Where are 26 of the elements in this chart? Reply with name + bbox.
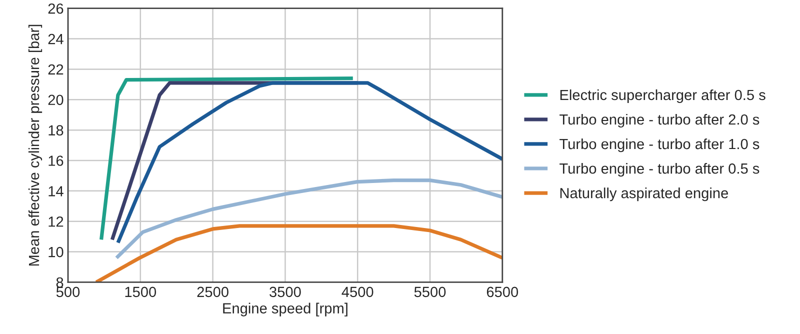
y-tick-label: 20 xyxy=(48,94,64,106)
x-tick-label: 500 xyxy=(56,286,80,298)
line-series xyxy=(114,178,502,260)
y-axis-title: Mean effective cylinder pressure [bar] xyxy=(28,24,42,266)
y-tick-label: 24 xyxy=(48,34,64,44)
legend-label: Electric supercharger after 0.5 s xyxy=(560,89,766,104)
line-series xyxy=(116,81,502,244)
x-tick-label: 4500 xyxy=(342,286,374,298)
x-tick-label: 1500 xyxy=(125,286,156,298)
line-series xyxy=(94,224,502,282)
legend-label: Turbo engine - turbo after 0.5 s xyxy=(560,163,760,177)
x-tick-label: 2500 xyxy=(197,286,228,298)
y-tick-label: 16 xyxy=(48,156,64,166)
x-axis-title: Engine speed [rpm] xyxy=(223,302,348,316)
x-tick-label: 3500 xyxy=(270,286,301,298)
legend-label: Turbo engine - turbo after 2.0 s xyxy=(560,114,760,128)
y-tick-label: 26 xyxy=(48,3,64,14)
x-tick-label: 6500 xyxy=(486,286,518,298)
y-tick-label: 14 xyxy=(48,186,64,196)
y-tick-label: 22 xyxy=(48,64,64,74)
legend-label: Turbo engine - turbo after 1.0 s xyxy=(560,138,760,152)
y-tick-label: 18 xyxy=(48,125,64,136)
x-tick-label: 5500 xyxy=(414,286,446,298)
y-tick-label: 10 xyxy=(48,246,64,258)
y-tick-label: 12 xyxy=(48,216,64,227)
legend-label: Naturally aspirated engine xyxy=(560,188,728,202)
